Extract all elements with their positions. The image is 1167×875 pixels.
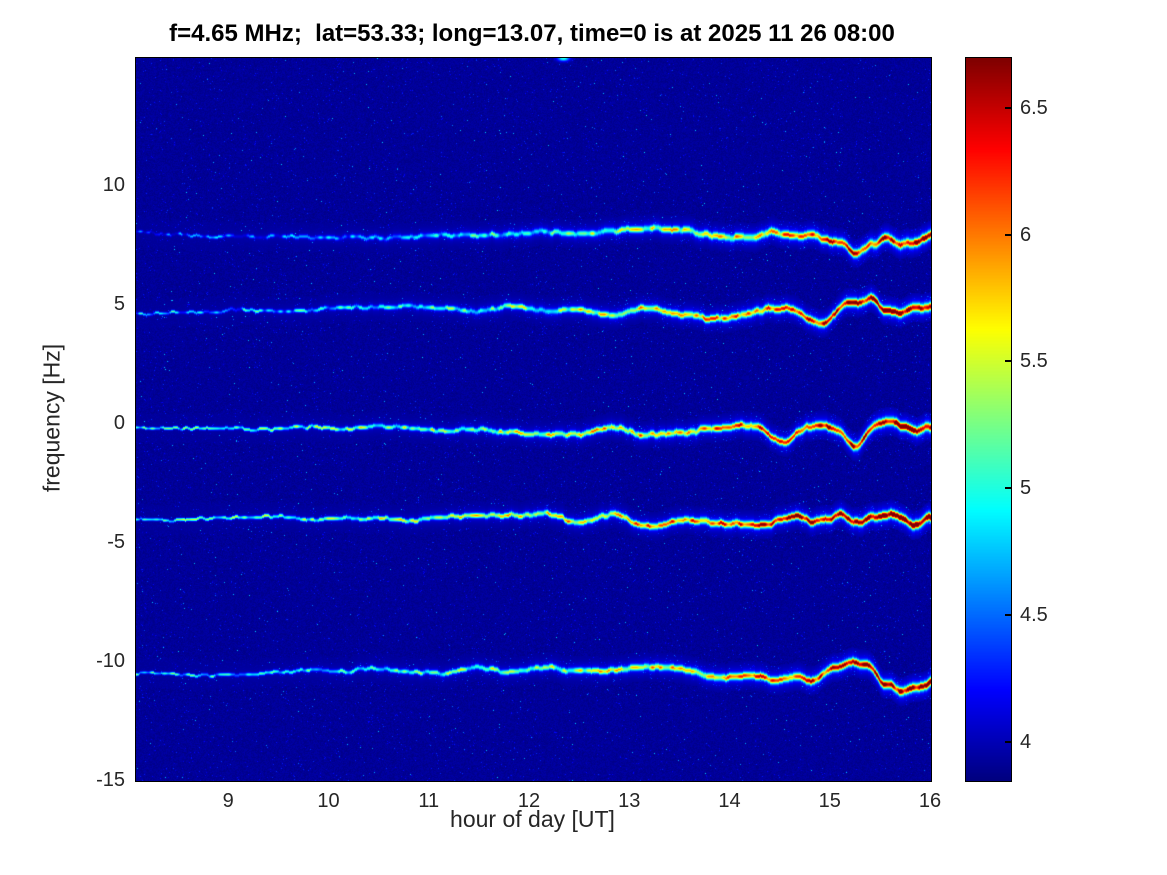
y-tick-label: -5 xyxy=(107,531,125,554)
x-tick-label: 14 xyxy=(718,790,741,812)
colorbar-tick-label: 5.5 xyxy=(1020,350,1048,373)
x-tick-label: 15 xyxy=(818,790,841,812)
x-tick-label: 11 xyxy=(418,790,440,812)
colorbar-tick-label: 6 xyxy=(1020,223,1032,246)
x-tick-label: 12 xyxy=(517,790,541,812)
colorbar-tick-mark xyxy=(1005,487,1011,490)
y-tick-label: -10 xyxy=(96,650,125,673)
y-tick-label: 10 xyxy=(102,174,125,197)
x-tick-label: 16 xyxy=(918,790,942,812)
y-tick-label: 0 xyxy=(113,412,125,435)
colorbar xyxy=(965,57,1012,782)
x-tick-label: 9 xyxy=(222,790,234,812)
x-tick-label: 13 xyxy=(618,790,641,812)
colorbar-tick-mark xyxy=(1005,360,1011,363)
colorbar-tick-mark xyxy=(1005,106,1011,109)
colorbar-tick-label: 4.5 xyxy=(1020,604,1048,627)
colorbar-tick-mark xyxy=(1005,614,1011,617)
x-tick-label: 10 xyxy=(317,790,340,812)
colorbar-tick-label: 6.5 xyxy=(1020,96,1048,119)
y-tick-label: 5 xyxy=(113,293,125,316)
x-axis-label: hour of day [UT] xyxy=(450,806,615,832)
spectrogram-canvas xyxy=(136,58,931,781)
colorbar-tick-label: 5 xyxy=(1020,477,1032,500)
colorbar-tick-mark xyxy=(1005,740,1011,743)
plot-area xyxy=(135,57,932,782)
y-tick-label: -15 xyxy=(96,769,125,791)
colorbar-tick-mark xyxy=(1005,233,1011,236)
colorbar-canvas xyxy=(966,58,1011,781)
colorbar-tick-label: 4 xyxy=(1020,730,1032,753)
plot-title: f=4.65 MHz; lat=53.33; long=13.07, time=… xyxy=(169,20,895,47)
